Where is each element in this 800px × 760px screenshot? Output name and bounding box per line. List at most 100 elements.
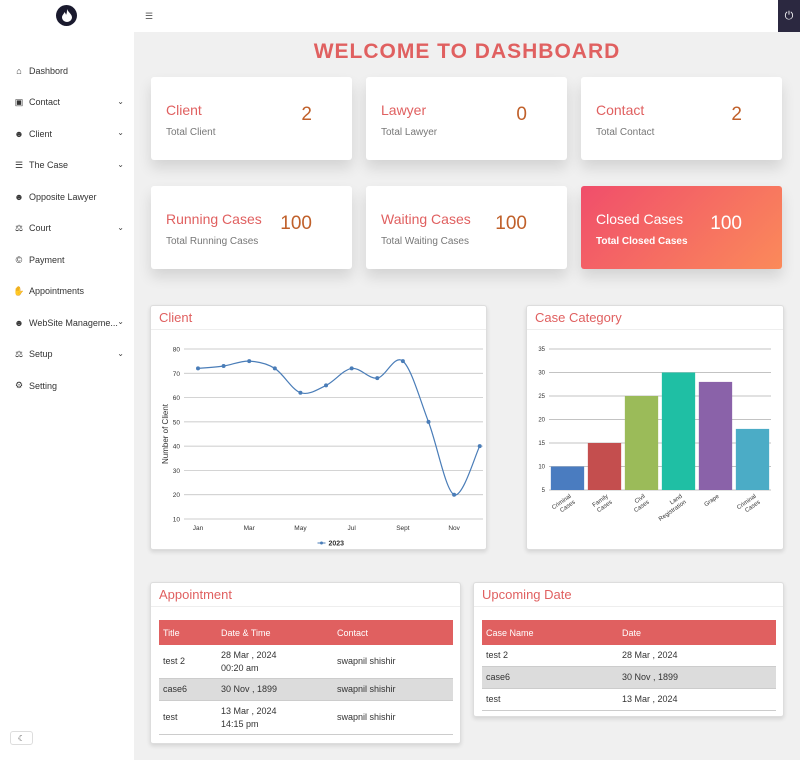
table-cell: case6 (163, 684, 188, 695)
main-content: WELCOME TO DASHBOARD Client Total Client 2… (134, 32, 800, 760)
app-logo[interactable] (56, 5, 77, 26)
data-point[interactable] (375, 376, 380, 381)
card-title: Contact (596, 102, 645, 118)
bar[interactable] (661, 372, 696, 491)
theme-toggle-button[interactable]: ☾ (10, 731, 33, 745)
table-cell: 13 Mar , 2024 (622, 694, 678, 705)
x-tick-label: CivilCases (629, 494, 650, 514)
sidebar-item-dashbord[interactable]: ⌂ Dashbord (0, 55, 134, 87)
panel-title: Appointment (151, 583, 460, 607)
appointment-panel: Appointment Title Date & Time Contact test … (150, 582, 461, 744)
sidebar-item-appointments[interactable]: ✋ Appointments (0, 276, 134, 308)
stat-card-contact[interactable]: Contact Total Contact 2 (581, 77, 782, 160)
table-row[interactable]: test 2 28 Mar , 2024 (482, 645, 776, 667)
table-cell: swapnil shishir (337, 712, 396, 723)
sidebar-item-client[interactable]: ☻ Client ⌄ (0, 118, 134, 150)
data-point[interactable] (349, 366, 354, 371)
table-header: Case Name Date (482, 620, 776, 645)
client-line-chart: 10 20 30 40 50 60 70 80 Jan Mar May Jul Sept Nov Numbe… (161, 347, 483, 548)
sidebar-item-label: Payment (29, 254, 65, 265)
bar[interactable] (624, 396, 659, 490)
x-tick-label: Mar (244, 525, 256, 532)
client-chart-panel: Client 10 20 30 40 50 60 70 80 Jan Mar May Jul Sept N… (150, 305, 487, 550)
table-row[interactable]: test 13 Mar , 2024 14:15 pm swapnil shishi… (159, 701, 453, 735)
data-point[interactable] (400, 359, 405, 364)
data-point[interactable] (196, 366, 200, 371)
sidebar-item-court[interactable]: ⚖ Court ⌄ (0, 213, 134, 245)
bar[interactable] (587, 443, 622, 490)
x-tick-label: FamilyCases (592, 494, 614, 515)
table-row[interactable]: test 13 Mar , 2024 (482, 689, 776, 711)
gear-icon: ⚙ (14, 380, 24, 391)
sidebar-item-label: Opposite Lawyer (29, 191, 97, 202)
x-tick-label-part: Grape (704, 493, 722, 508)
x-tick-label-part: Civil (634, 494, 647, 505)
card-value: 2 (731, 104, 742, 125)
table-cell: test (163, 712, 178, 723)
data-point[interactable] (477, 444, 482, 449)
page-title: WELCOME TO DASHBOARD (313, 40, 621, 63)
table-cell: 13 Mar , 2024 14:15 pm (221, 705, 277, 729)
stat-card-waiting-cases[interactable]: Waiting Cases Total Waiting Cases 100 (366, 186, 567, 269)
y-tick-label: 20 (538, 418, 545, 424)
table-row[interactable]: case6 30 Nov , 1899 swapnil shishir (159, 679, 453, 701)
sidebar-item-setup[interactable]: ⚖ Setup ⌄ (0, 339, 134, 371)
data-point[interactable] (272, 366, 277, 371)
payment-icon: © (15, 254, 23, 265)
sidebar-item-label: Setting (29, 380, 58, 391)
table-row[interactable]: test 2 28 Mar , 2024 00:20 am swapnil shis… (159, 645, 453, 679)
data-point[interactable] (324, 383, 329, 388)
data-point[interactable] (298, 390, 303, 395)
card-title: Lawyer (381, 102, 427, 118)
y-tick-label: 10 (538, 465, 545, 471)
y-tick-label: 30 (173, 468, 181, 475)
card-subtitle: Total Waiting Cases (381, 236, 469, 247)
moon-icon: ☾ (17, 733, 26, 743)
appointment-table: Title Date & Time Contact test 2 28 Mar , 20… (159, 620, 453, 735)
bar[interactable] (735, 428, 770, 490)
card-value: 2 (301, 104, 312, 125)
card-title: Running Cases (166, 211, 262, 227)
logout-button[interactable]: ⏻ (778, 0, 800, 32)
sidebar-item-opposite-lawyer[interactable]: ☻ Opposite Lawyer (0, 181, 134, 213)
stat-card-closed-cases[interactable]: Closed Cases Total Closed Cases 100 (581, 186, 782, 269)
sidebar-item-payment[interactable]: © Payment (0, 244, 134, 276)
menu-toggle-icon[interactable]: ☰ (145, 11, 154, 21)
data-point[interactable] (221, 364, 226, 368)
bar[interactable] (550, 466, 585, 491)
table-cell: test 2 (486, 650, 509, 661)
data-point[interactable] (426, 419, 431, 424)
y-tick-label: 10 (173, 517, 181, 524)
users-icon: ☻ (14, 128, 24, 139)
card-title: Closed Cases (596, 211, 684, 227)
y-tick-label: 40 (173, 444, 181, 451)
y-tick-label: 70 (173, 371, 181, 378)
stat-card-client[interactable]: Client Total Client 2 (151, 77, 352, 160)
handshake-icon: ✋ (13, 285, 25, 296)
stat-card-running-cases[interactable]: Running Cases Total Running Cases 100 (151, 186, 352, 269)
sidebar-item-label: The Case (29, 160, 69, 171)
table-cell: test 2 (163, 656, 186, 667)
column-header: Case Name (486, 627, 534, 638)
home-icon: ⌂ (16, 65, 22, 76)
chevron-down-icon: ⌄ (117, 222, 124, 232)
data-point[interactable] (452, 492, 457, 497)
website-icon: ☻ (14, 317, 24, 328)
table-cell: swapnil shishir (337, 684, 396, 695)
y-tick-label: 25 (538, 394, 545, 400)
scale-icon: ⚖ (14, 348, 24, 359)
table-cell: 28 Mar , 2024 (622, 650, 678, 661)
table-cell: test (486, 694, 501, 705)
sidebar-item-contact[interactable]: ▣ Contact ⌄ (0, 87, 134, 119)
stat-card-lawyer[interactable]: Lawyer Total Lawyer 0 (366, 77, 567, 160)
sidebar-item-the-case[interactable]: ☰ The Case ⌄ (0, 150, 134, 182)
data-point[interactable] (247, 359, 252, 364)
sidebar-item-setting[interactable]: ⚙ Setting (0, 370, 134, 402)
chevron-down-icon: ⌄ (117, 96, 124, 106)
card-value: 100 (495, 213, 527, 234)
bar[interactable] (698, 381, 733, 490)
x-tick-label: Nov (448, 525, 460, 532)
table-cell: 30 Nov , 1899 (221, 684, 278, 695)
table-row[interactable]: case6 30 Nov , 1899 (482, 667, 776, 689)
sidebar-item-website-manageme[interactable]: ☻ WebSite Manageme... ⌄ (0, 307, 134, 339)
